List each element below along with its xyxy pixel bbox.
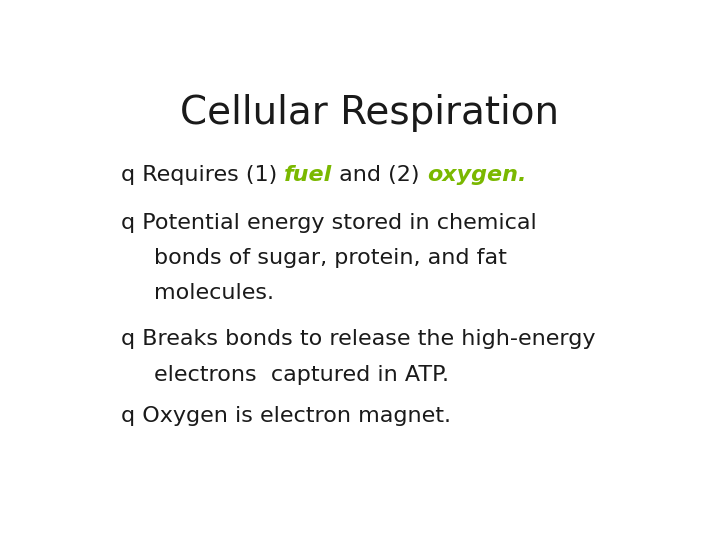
Text: q Breaks bonds to release the high-energy: q Breaks bonds to release the high-energ… (121, 329, 595, 349)
Text: Cellular Respiration: Cellular Respiration (179, 94, 559, 132)
Text: bonds of sugar, protein, and fat: bonds of sugar, protein, and fat (154, 248, 507, 268)
Text: q Potential energy stored in chemical: q Potential energy stored in chemical (121, 213, 536, 233)
Text: fuel: fuel (284, 165, 333, 185)
Text: and (2): and (2) (333, 165, 427, 185)
Text: electrons  captured in ATP.: electrons captured in ATP. (154, 364, 449, 384)
Text: molecules.: molecules. (154, 284, 274, 303)
Text: q Oxygen is electron magnet.: q Oxygen is electron magnet. (121, 406, 451, 426)
Text: oxygen.: oxygen. (427, 165, 526, 185)
Text: q Requires (1): q Requires (1) (121, 165, 284, 185)
